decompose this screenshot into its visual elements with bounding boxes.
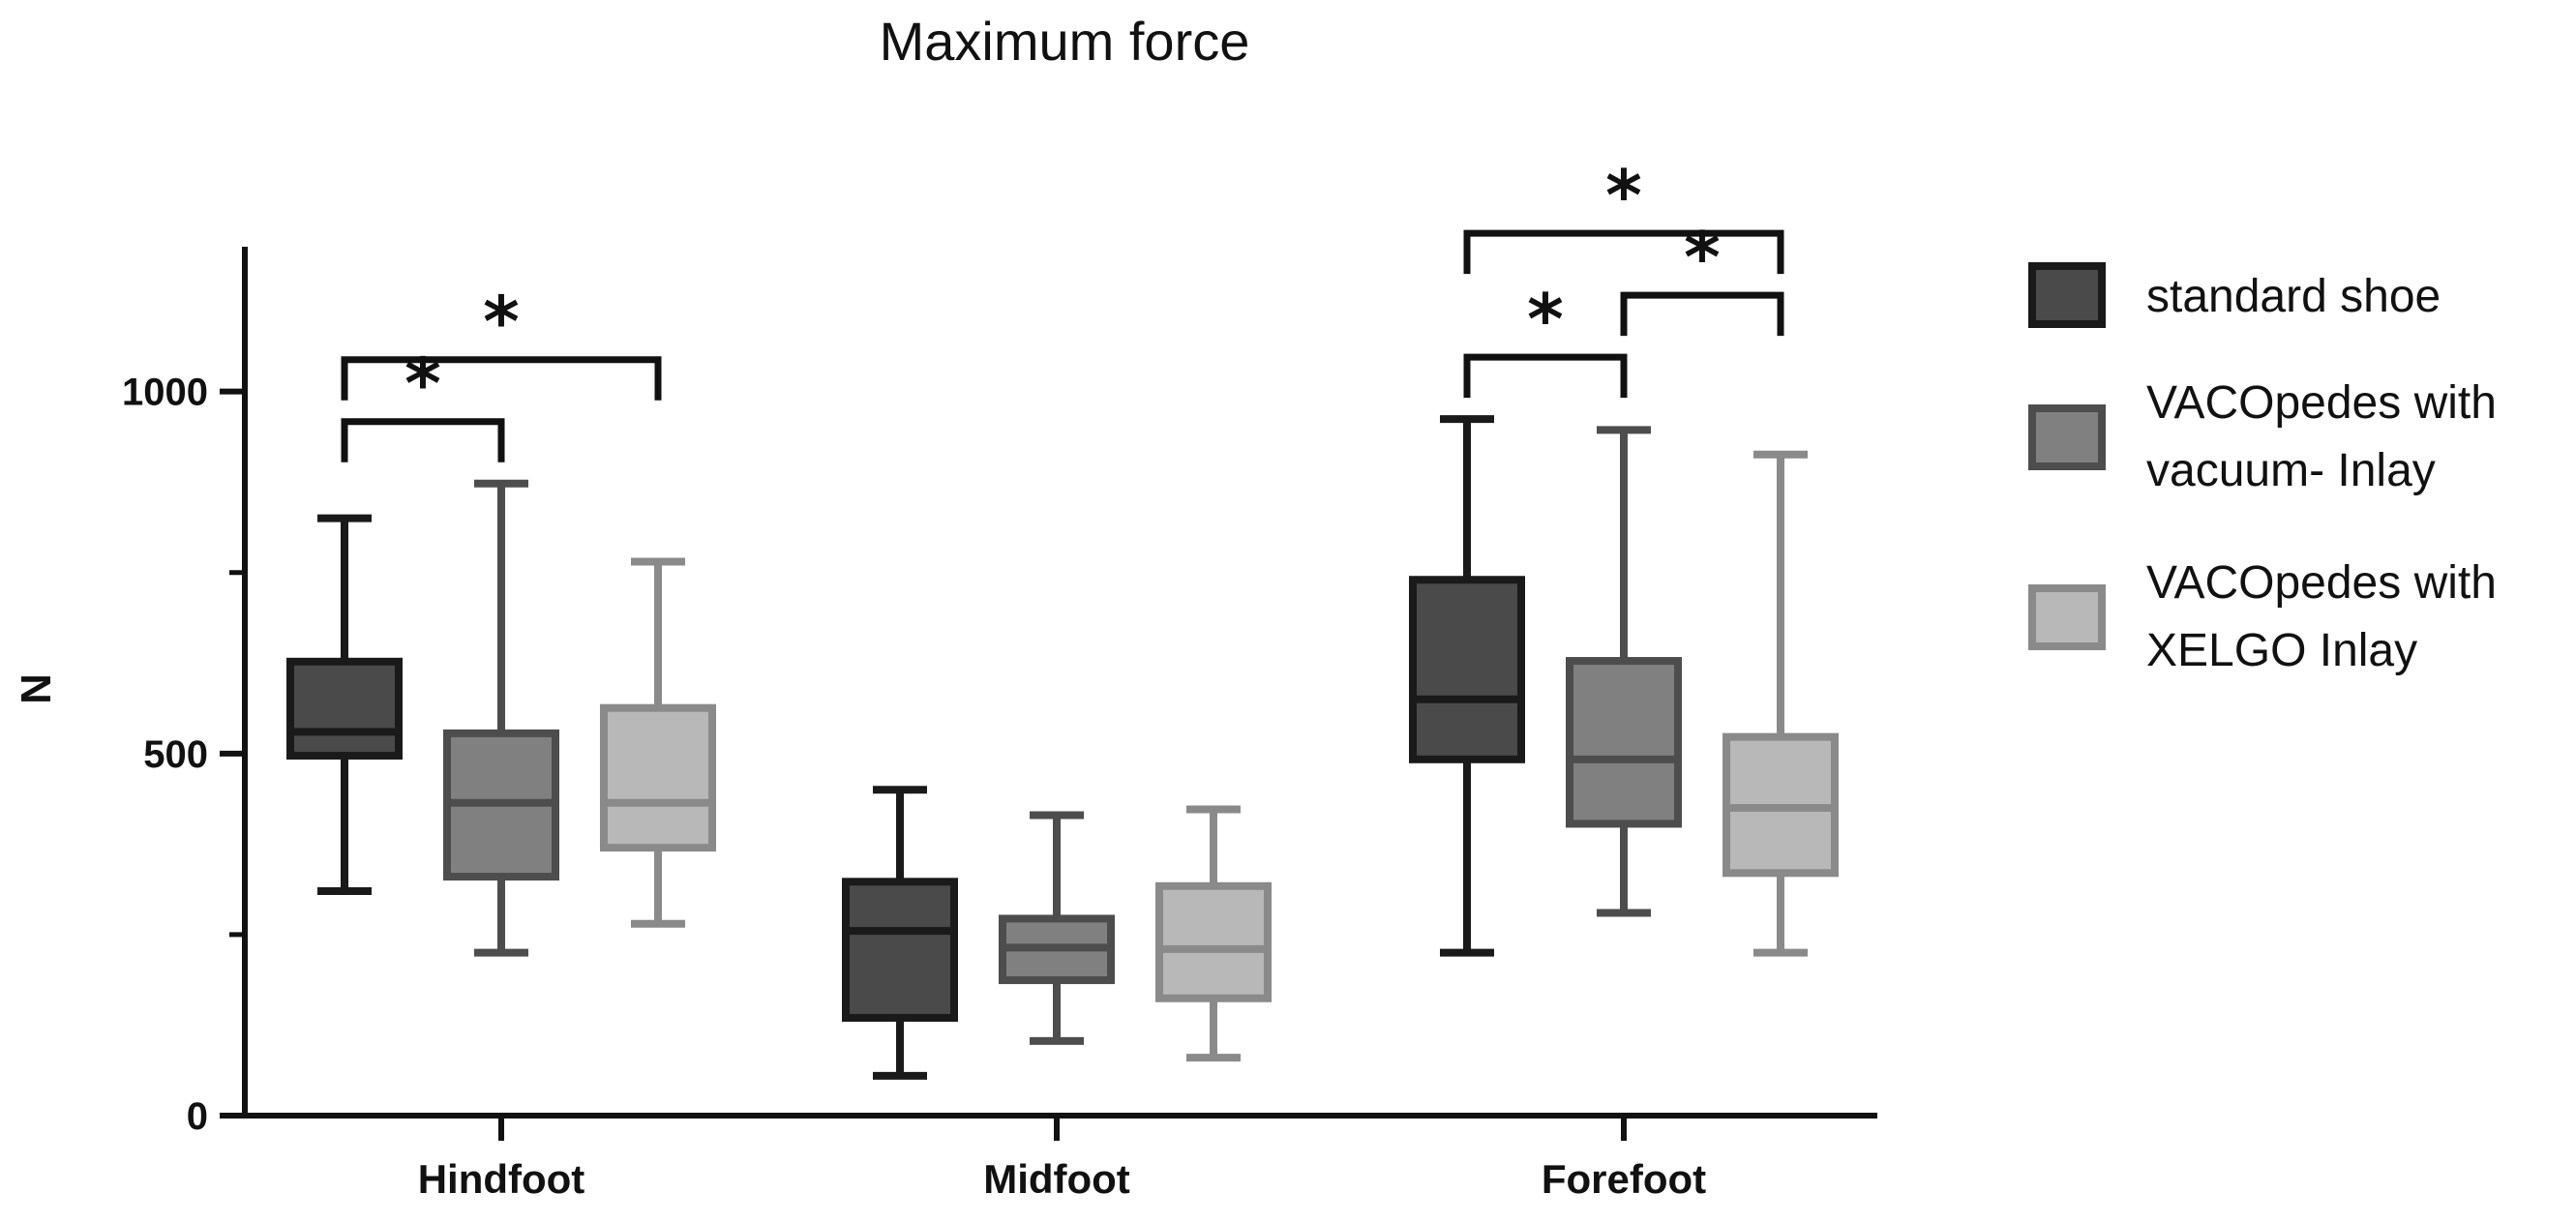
- legend-label: VACOpedes with vacuum- Inlay: [2146, 377, 2497, 496]
- significance-label: *: [483, 282, 520, 363]
- significance-label: *: [1527, 279, 1564, 360]
- box: [842, 786, 958, 1080]
- significance-label: *: [1605, 155, 1642, 236]
- box: [286, 514, 403, 896]
- box: [1566, 426, 1682, 917]
- legend-swatch: [2028, 584, 2106, 650]
- bracket-line: [341, 356, 662, 401]
- legend: standard shoe VACOpedes with vacuum- Inlay…: [2028, 262, 2497, 676]
- x-category-label: Forefoot: [1542, 1156, 1706, 1202]
- bracket-line: [341, 418, 505, 462]
- significance-bracket: *: [1463, 155, 1784, 275]
- legend-item: VACOpedes with vacuum- Inlay: [2028, 377, 2497, 496]
- y-tick-label: 0: [187, 1095, 208, 1138]
- legend-swatch: [2028, 262, 2106, 328]
- legend-swatch: [2028, 404, 2106, 470]
- box-iqr: [600, 703, 716, 852]
- significance-label: *: [1684, 217, 1721, 298]
- significance-label: *: [404, 343, 441, 425]
- y-tick-label: 1000: [122, 372, 208, 414]
- box: [443, 479, 559, 957]
- legend-item: standard shoe: [2028, 262, 2441, 328]
- legend-label: VACOpedes with XELGO Inlay: [2146, 557, 2497, 676]
- y-axis-label: N: [13, 673, 60, 704]
- significance-bracket: *: [1463, 279, 1628, 399]
- axes: 0 500 1000 Hindfoot Midfoot Forefoot: [122, 247, 1877, 1202]
- box: [1155, 805, 1272, 1062]
- box: [600, 557, 716, 928]
- box-iqr: [286, 657, 403, 761]
- legend-item: VACOpedes with XELGO Inlay: [2028, 557, 2497, 676]
- box-iqr: [1409, 576, 1525, 763]
- bracket-line: [1463, 353, 1628, 399]
- bracket-line: [1463, 229, 1784, 275]
- bracket-line: [1620, 291, 1784, 337]
- x-category-label: Midfoot: [983, 1156, 1130, 1202]
- significance-bracket: *: [341, 282, 662, 401]
- box: [999, 811, 1115, 1045]
- box: [1722, 450, 1839, 957]
- box-group: [286, 415, 1839, 1080]
- significance-brackets: * * * * *: [341, 155, 1784, 462]
- box-iqr: [1155, 881, 1272, 1002]
- box: [1409, 415, 1525, 957]
- chart-title: Maximum force: [880, 11, 1250, 72]
- box-iqr: [842, 878, 958, 1022]
- x-category-label: Hindfoot: [418, 1156, 585, 1202]
- box-iqr: [1566, 657, 1682, 828]
- y-tick-label: 500: [143, 733, 208, 776]
- legend-label: standard shoe: [2146, 271, 2441, 322]
